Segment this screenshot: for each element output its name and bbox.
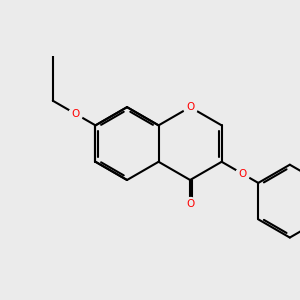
Text: O: O bbox=[186, 199, 194, 208]
Text: O: O bbox=[71, 109, 79, 118]
Text: O: O bbox=[238, 169, 246, 178]
Text: O: O bbox=[186, 102, 194, 112]
